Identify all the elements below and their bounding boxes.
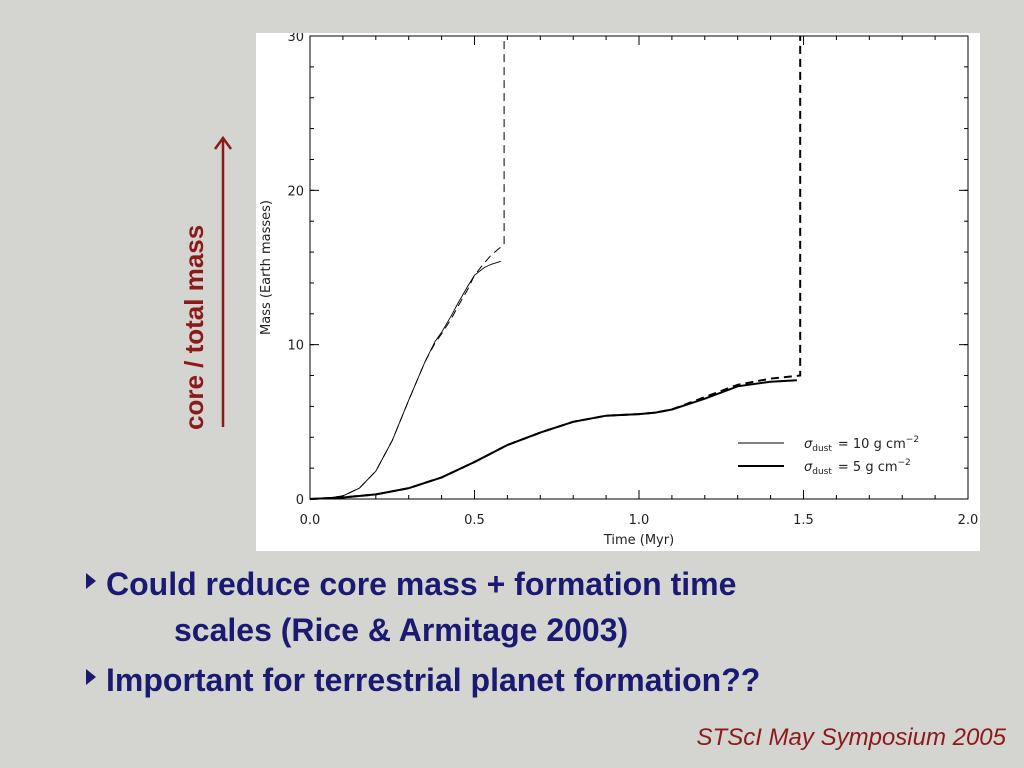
x-tick-label: 0.5 [464,513,485,528]
chart-panel: 0.0 0.5 1.0 1.5 2.0 0 10 20 30 Time (Myr) Mass (Ea… [256,33,980,551]
x-tick-label: 2.0 [958,513,979,528]
bullet-continuation: scales (Rice & Armitage 2003) [174,612,628,649]
series-line-thick-solid [309,379,797,500]
bullet-text: Could reduce core mass + formation time [106,566,737,602]
footer-caption: STScI May Symposium 2005 [696,724,1006,751]
y-tick-label: 10 [287,339,304,354]
bullet-text: Important for terrestrial planet formati… [106,662,761,698]
x-axis-title: Time (Myr) [603,533,674,548]
triangle-bullet-icon [86,573,96,589]
series-line-thick-dashed [309,36,802,500]
x-tick-label: 0.0 [300,513,321,528]
series-line-thin-dashed [309,36,505,500]
bullet-text: scales (Rice & Armitage 2003) [174,612,629,648]
bullet-item: Could reduce core mass + formation time [86,566,736,603]
y-tick-label: 0 [296,493,304,508]
bullet-item: Important for terrestrial planet formati… [86,662,760,699]
x-tick-label: 1.5 [793,513,814,528]
y-axis-title: Mass (Earth masses) [259,200,274,335]
triangle-bullet-icon [86,669,96,685]
legend-entry-label: σdust = 10 g cm−2 [804,435,919,454]
y-tick-label: 20 [287,184,304,199]
x-tick-label: 1.0 [629,513,650,528]
up-arrow-icon [213,135,233,427]
legend-entry-label: σdust = 5 g cm−2 [804,458,911,477]
y-tick-label: 30 [287,33,304,45]
mass-time-chart: 0.0 0.5 1.0 1.5 2.0 0 10 20 30 Time (Myr) Mass (Ea… [259,33,979,548]
plot-frame [309,35,969,500]
